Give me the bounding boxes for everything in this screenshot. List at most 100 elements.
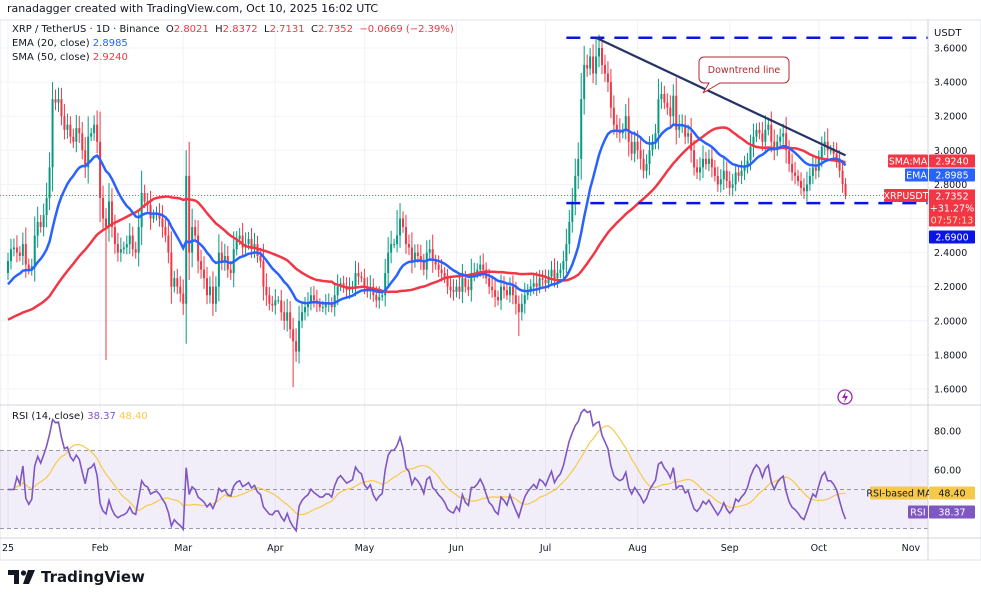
candle-body [375, 295, 378, 301]
candle [832, 141, 835, 161]
candle-body [312, 295, 315, 301]
candle-body [802, 187, 805, 192]
candle-body [179, 286, 182, 294]
candle [304, 297, 306, 321]
candle-body [467, 286, 470, 291]
rsi-band [0, 450, 928, 529]
candle [654, 123, 657, 150]
candle-body [776, 141, 779, 151]
candle-body [99, 141, 102, 199]
candle [755, 123, 758, 142]
drawings[interactable]: Downtrend line [566, 36, 928, 205]
candle-body [203, 269, 206, 279]
ema-legend-row[interactable]: EMA (20, close) 2.8985 [12, 37, 454, 51]
candle-body [823, 141, 826, 147]
candle-body [687, 133, 690, 137]
candle [606, 61, 609, 92]
candle [586, 54, 589, 77]
candle [208, 276, 211, 304]
tradingview-logo[interactable]: TradingView [8, 568, 145, 586]
candle [645, 154, 648, 179]
candle [18, 246, 21, 262]
candle-body [642, 158, 645, 171]
candle-body [176, 278, 179, 287]
candle-body [119, 249, 122, 253]
candle-body [81, 133, 84, 151]
bar-countdown: 07:57:13 [931, 215, 974, 226]
candle [452, 279, 455, 301]
sma-name-tag: SMA:MA [888, 154, 928, 168]
candle-body [770, 124, 773, 142]
last-price-tag-bg [929, 189, 975, 227]
candle [684, 115, 687, 145]
callout-bubble [698, 56, 790, 94]
candle [580, 72, 583, 180]
candle-body [464, 278, 467, 287]
candle [161, 205, 164, 238]
candle-body [678, 124, 681, 130]
candle-body [603, 65, 606, 74]
symbol-legend-row[interactable]: XRP / TetherUS · 1D · Binance O2.8021 H2… [12, 23, 454, 37]
candle-body [211, 286, 214, 304]
candle [176, 268, 179, 295]
candle-body [428, 249, 431, 253]
rsi-ma-value: 48.40 [119, 411, 148, 422]
candle-body [797, 175, 800, 181]
candle-body [238, 235, 241, 239]
indicator-lines [7, 123, 847, 533]
candle-body [161, 218, 164, 228]
candle-body [505, 290, 508, 296]
candle [137, 209, 140, 267]
close-value: 2.7352 [317, 24, 353, 35]
candle-body [764, 129, 767, 142]
candle [630, 133, 633, 161]
candle [122, 241, 125, 254]
candle-body [580, 99, 583, 159]
candle [113, 214, 116, 254]
rsi-value: 38.37 [87, 411, 116, 422]
candle-body [298, 320, 301, 352]
candle [309, 286, 312, 311]
candle-body [675, 95, 678, 130]
candle [517, 295, 520, 337]
candle [393, 238, 396, 249]
candle [592, 44, 595, 84]
candle [404, 214, 407, 254]
candle-body [220, 252, 223, 262]
candle [844, 178, 847, 200]
candle [90, 127, 93, 142]
candle [402, 211, 405, 233]
candle [274, 289, 277, 315]
candle-body [66, 124, 69, 130]
sma-label: SMA (50, close) [12, 52, 90, 63]
candle-body [535, 283, 538, 287]
candle-body [51, 99, 54, 168]
candle-body [277, 300, 280, 302]
candle-body [33, 235, 36, 267]
candle-body [630, 141, 633, 154]
ema-name-tag: EMA [905, 168, 928, 182]
candle [399, 203, 402, 248]
candle-body [514, 295, 517, 304]
candle-body [693, 150, 696, 168]
time-tick-label: Nov [902, 543, 921, 554]
rsi-legend[interactable]: RSI (14, close) 38.37 48.40 [12, 411, 148, 422]
time-tick-label: Aug [628, 543, 647, 554]
candle [419, 244, 422, 271]
candle-body [262, 261, 265, 287]
lightning-icon[interactable] [837, 389, 853, 405]
candle [152, 209, 155, 223]
candle [648, 136, 651, 176]
candle-body [235, 238, 238, 250]
candle-body [734, 172, 737, 185]
downtrend-line[interactable] [595, 36, 847, 157]
candle [737, 164, 740, 182]
candle [116, 232, 119, 262]
candle-body [402, 218, 405, 228]
sma-legend-row[interactable]: SMA (50, close) 2.9240 [12, 51, 454, 65]
candle [27, 258, 30, 275]
ema-price-tag-text: 2.8985 [935, 171, 968, 182]
candle-body [247, 238, 250, 245]
rsi-label: RSI (14, close) [12, 411, 85, 422]
